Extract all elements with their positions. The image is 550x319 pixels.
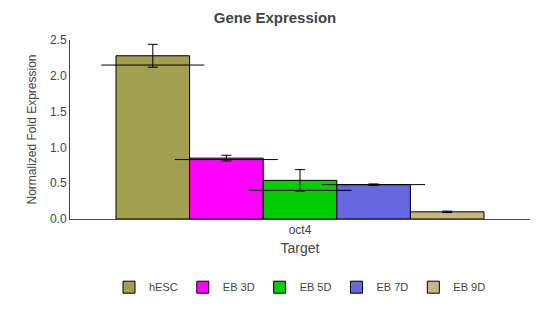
svg-text:2.5: 2.5 [50, 33, 67, 47]
svg-text:2.0: 2.0 [50, 69, 67, 83]
svg-text:EB 9D: EB 9D [453, 281, 485, 293]
svg-text:hESC: hESC [149, 281, 178, 293]
svg-text:EB 7D: EB 7D [376, 281, 408, 293]
svg-text:EB 3D: EB 3D [223, 281, 255, 293]
svg-text:0.5: 0.5 [50, 176, 67, 190]
svg-text:0.0: 0.0 [50, 212, 67, 226]
svg-text:1.0: 1.0 [50, 141, 67, 155]
svg-text:Normalized Fold Expression: Normalized Fold Expression [25, 54, 39, 204]
svg-text:Target: Target [281, 240, 320, 256]
svg-text:EB 5D: EB 5D [300, 281, 332, 293]
svg-text:oct4: oct4 [289, 223, 312, 237]
svg-text:1.5: 1.5 [50, 105, 67, 119]
svg-text:Gene Expression: Gene Expression [214, 9, 337, 26]
